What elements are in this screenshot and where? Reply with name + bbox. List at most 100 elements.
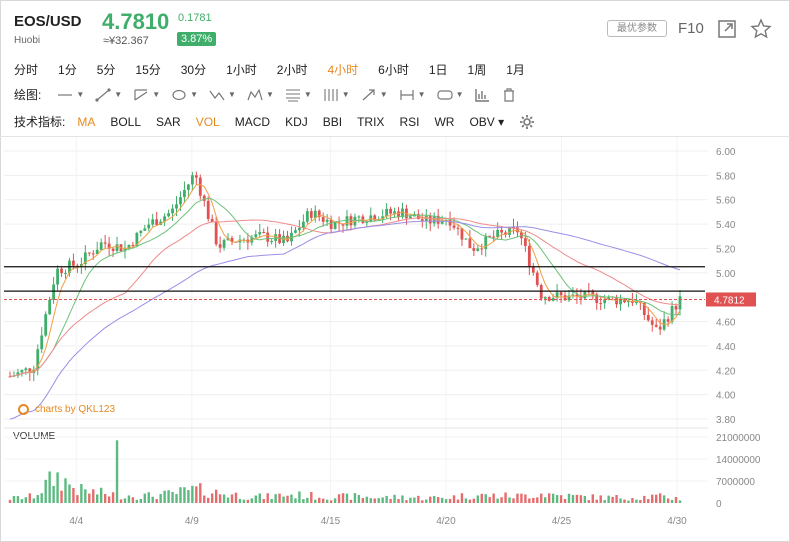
candle-body [654,324,658,327]
volume-bar [92,489,95,503]
wave-tool-icon[interactable]: ▼ [209,88,236,102]
volume-bar [8,499,12,503]
volume-bar [377,498,380,503]
candle-body [40,335,44,350]
candle-body [512,227,515,229]
volume-bar [222,494,226,503]
period-tab[interactable]: 1月 [506,63,525,77]
ray-tool-icon[interactable]: ▼ [95,87,122,102]
volume-bar [591,494,594,503]
volume-bar [179,487,182,503]
candle-body [103,242,107,244]
pattern-tool-icon[interactable]: ▼ [247,87,274,102]
volume-bar [678,500,682,503]
volume-bar [151,496,154,503]
candle-body [432,215,436,224]
period-tab[interactable]: 分时 [14,63,39,77]
candle-body [131,244,135,246]
price-tick-label: 5.20 [716,244,736,255]
fibonacci-tool-icon[interactable]: ▼ [285,88,312,102]
volume-bar [647,499,650,503]
ticker-header: EOS/USD Huobi 4.7810 ≈¥32.367 0.1781 3.8… [0,0,790,56]
candle-body [56,268,59,285]
candle-body [516,227,519,233]
volume-bar [191,485,194,503]
period-tab[interactable]: 1日 [428,63,448,77]
price-tick-label: 3.80 [716,415,736,426]
period-tab[interactable]: 1分 [58,63,77,77]
f10-button[interactable]: F10 [678,20,704,37]
candle-body [484,235,488,250]
indicator-macd[interactable]: MACD [234,114,271,129]
candle-body [60,268,63,274]
gann-tool-icon[interactable]: ▼ [323,88,350,102]
volume-bar [246,499,250,503]
period-tab[interactable]: 1小时 [226,63,257,77]
volume-bar [532,497,535,503]
period-tab[interactable]: 6小时 [378,63,409,77]
candle-body [571,294,575,296]
pair-name: EOS/USD [14,13,82,30]
candle-body [115,244,119,251]
period-tab[interactable]: 1周 [467,63,487,77]
shape-tool-icon[interactable]: ▼ [171,88,198,102]
best-params-button[interactable]: 最优参数 [607,20,667,37]
channel-tool-icon[interactable]: ▼ [133,88,160,102]
price-tick-label: 5.00 [716,269,736,280]
measure-tool-icon[interactable]: ▼ [399,88,426,102]
candle-body [345,216,349,226]
volume-bar [551,493,555,503]
candle-body [464,238,468,240]
candle-body [179,197,182,205]
candle-body [646,315,650,321]
arrow-tool-icon[interactable]: ▼ [361,88,388,102]
indicator-wr[interactable]: WR [434,114,455,129]
volume-bar [615,495,618,503]
period-tab[interactable]: 5分 [96,63,116,77]
period-tab[interactable]: 15分 [135,63,161,77]
volume-bar [44,479,47,503]
candle-body [520,232,523,239]
candle-body [151,219,155,225]
bar-tool-icon[interactable] [474,88,490,102]
candle-body [500,229,503,233]
price-chart[interactable]: 6.005.805.605.405.205.004.804.604.404.20… [0,137,790,542]
expand-icon[interactable] [716,18,738,40]
annotation-tool-icon[interactable]: ▼ [436,88,463,102]
volume-bar [536,497,539,503]
indicator-obv[interactable]: OBV ▾ [469,114,505,129]
indicator-sar[interactable]: SAR [156,114,181,129]
gear-icon[interactable] [519,114,535,130]
star-icon[interactable] [750,18,772,40]
line-tool-icon[interactable]: ▼ [58,90,85,99]
volume-bar [345,493,349,503]
volume-bar [651,494,654,503]
candle-body [559,292,563,296]
candle-body [99,242,103,250]
trash-icon[interactable] [501,87,517,102]
volume-bar [540,493,543,503]
indicator-vol[interactable]: VOL [195,114,220,129]
indicator-boll[interactable]: BOLL [110,114,142,129]
candle-body [456,227,460,229]
volume-bar [468,499,472,503]
period-tab[interactable]: 30分 [180,63,207,77]
period-tab[interactable]: 4小时 [327,63,359,77]
indicator-kdj[interactable]: KDJ [285,114,308,129]
volume-bar [373,498,376,503]
candle-body [36,349,40,370]
indicator-ma[interactable]: MA [77,114,96,129]
candle-body [440,220,444,224]
candle-body [460,228,464,240]
candle-body [72,260,75,266]
indicator-trix[interactable]: TRIX [357,114,385,129]
volume-bar [635,499,638,503]
indicator-rsi[interactable]: RSI [399,114,420,129]
volume-bar [321,498,325,503]
candle-body [496,229,500,238]
period-tab[interactable]: 2小时 [276,63,308,77]
volume-bar [306,497,309,503]
volume-bar [48,471,51,503]
volume-bar [429,496,432,503]
indicator-bbi[interactable]: BBI [322,114,343,129]
